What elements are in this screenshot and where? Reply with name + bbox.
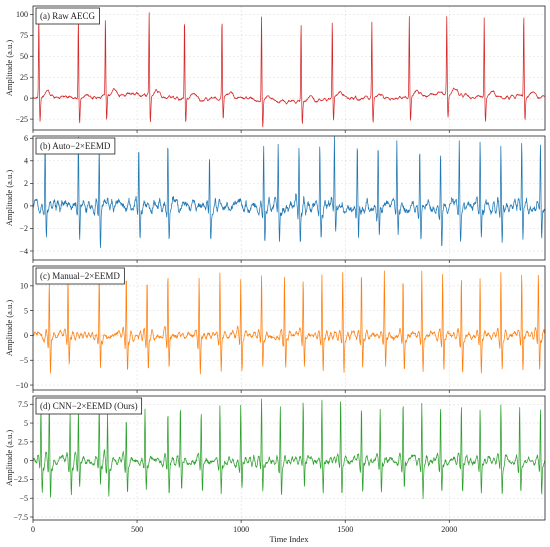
y-tick-label: −4 <box>19 247 28 256</box>
x-tick-label: 0 <box>31 525 35 534</box>
series-line-2 <box>32 135 546 249</box>
series-line-3 <box>32 270 546 375</box>
y-axis-title: Amplitude (a.u.) <box>4 430 14 487</box>
panel-label: (c) Manual−2×EEMD <box>40 271 120 281</box>
x-tick-label: 500 <box>131 525 143 534</box>
y-tick-label: 0 <box>24 94 28 103</box>
panel-label: (b) Auto−2×EEMD <box>40 141 111 151</box>
y-tick-label: −2 <box>19 224 28 233</box>
axes-frame <box>32 135 546 261</box>
x-tick-label: 2000 <box>441 525 457 534</box>
y-tick-label: 10 <box>20 282 28 291</box>
y-tick-label: 6 <box>24 134 28 143</box>
y-tick-label: 50 <box>20 52 28 61</box>
y-tick-label: −10 <box>15 381 28 390</box>
y-tick-label: −2.5 <box>13 475 28 484</box>
y-axis-title: Amplitude (a.u.) <box>4 40 14 97</box>
panel-label-box <box>35 397 143 415</box>
y-tick-label: 2 <box>24 179 28 188</box>
y-tick-label: 5 <box>24 419 28 428</box>
y-tick-label: 0 <box>24 331 28 340</box>
panel-label: (d) CNN−2×EEMD (Ours) <box>40 401 138 411</box>
y-axis-title: Amplitude (a.u.) <box>4 170 14 227</box>
x-axis-title: Time Index <box>269 534 309 544</box>
y-axis-title: Amplitude (a.u.) <box>4 300 14 357</box>
y-tick-label: 4 <box>24 157 28 166</box>
series-line-1 <box>32 12 546 128</box>
y-tick-label: −7.5 <box>13 513 28 522</box>
y-tick-label: −5 <box>19 356 28 365</box>
series-line-4 <box>32 397 546 500</box>
panel-label-box <box>35 267 125 285</box>
y-tick-label: 2.5 <box>18 438 28 447</box>
panel-label-box <box>35 137 116 155</box>
y-tick-label: 25 <box>20 73 28 82</box>
panel-label-box <box>35 7 100 25</box>
axes-frame <box>32 5 546 131</box>
axes-frame <box>32 395 546 521</box>
y-tick-label: 7.5 <box>18 400 28 409</box>
y-tick-label: −5 <box>19 494 28 503</box>
y-tick-label: 75 <box>20 31 28 40</box>
y-tick-label: −25 <box>15 115 28 124</box>
y-tick-label: 0 <box>24 202 28 211</box>
axes-frame <box>32 265 546 391</box>
panel-label: (a) Raw AECG <box>40 11 95 21</box>
y-tick-label: 0 <box>24 456 28 465</box>
x-tick-label: 1000 <box>233 525 249 534</box>
y-tick-label: 5 <box>24 306 28 315</box>
x-tick-label: 1500 <box>337 525 353 534</box>
y-tick-label: 100 <box>16 10 28 19</box>
